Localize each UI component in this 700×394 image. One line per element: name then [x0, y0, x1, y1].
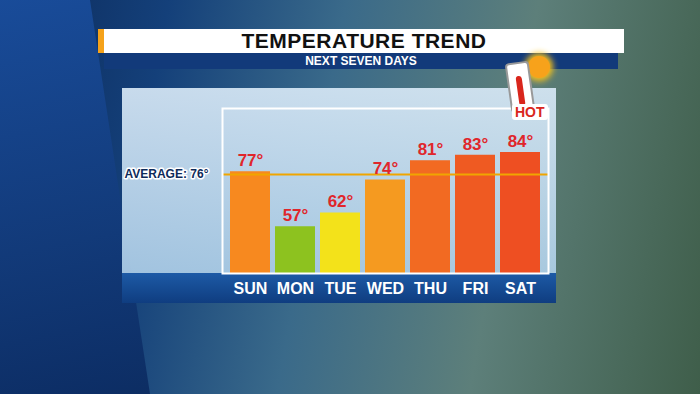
svg-text:MON: MON [277, 280, 314, 297]
html-text:TEMPERATURE TREND: TEMPERATURE TREND [241, 29, 487, 52]
svg-text:SAT: SAT [505, 280, 536, 297]
svg-text:62°: 62° [328, 192, 354, 211]
svg-text:57°: 57° [283, 206, 309, 225]
svg-text:83°: 83° [463, 135, 489, 154]
svg-text:81°: 81° [418, 140, 444, 159]
svg-text:THU: THU [414, 280, 447, 297]
svg-text:84°: 84° [508, 132, 534, 151]
svg-text:SUN: SUN [234, 280, 268, 297]
svg-text:FRI: FRI [463, 280, 489, 297]
svg-text:WED: WED [367, 280, 404, 297]
html-text:NEXT SEVEN DAYS: NEXT SEVEN DAYS [305, 54, 417, 68]
svg-text:TUE: TUE [325, 280, 357, 297]
html-text:HOT: HOT [515, 104, 545, 120]
svg-text:AVERAGE: 76°: AVERAGE: 76° [125, 167, 209, 181]
svg-text:74°: 74° [373, 159, 399, 178]
svg-text:77°: 77° [238, 151, 264, 170]
